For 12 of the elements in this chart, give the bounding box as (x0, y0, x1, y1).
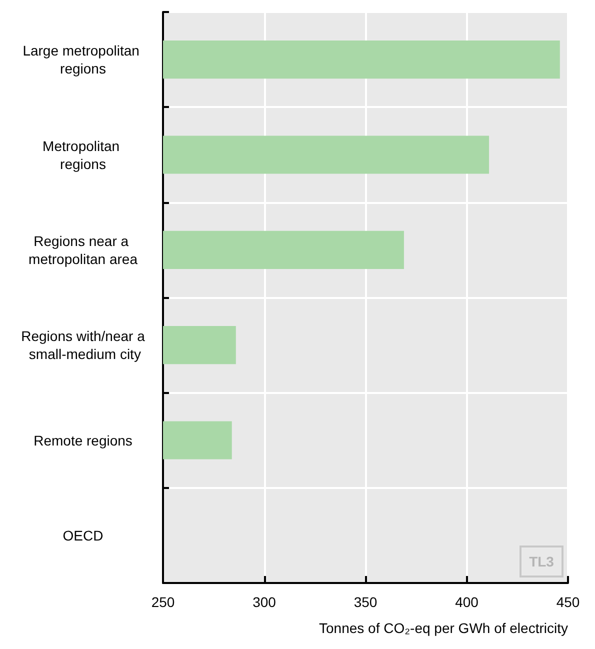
x-tick-label: 300 (252, 594, 276, 610)
y-tick-label: Metropolitan regions (42, 138, 124, 172)
x-tick-label: 350 (354, 594, 378, 610)
y-tick-label: Remote regions (34, 432, 132, 448)
x-tick-label: 450 (556, 594, 580, 610)
x-axis-title: Tonnes of CO₂-eq per GWh of electricity (319, 620, 568, 636)
y-tick-label: Large metropolitan regions (22, 42, 144, 77)
x-tick-label: 400 (455, 594, 479, 610)
y-tick-label: OECD (62, 527, 104, 544)
y-tick-label: Regions near a metropolitan area (28, 232, 138, 267)
y-tick-label: Regions with/near a small-medium city (21, 328, 146, 362)
x-tick-label: 250 (151, 594, 175, 610)
